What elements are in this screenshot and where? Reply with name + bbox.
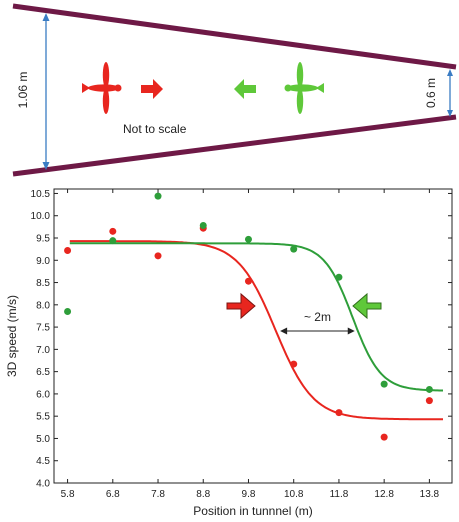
x-axis-label: Position in tunnnel (m) [193, 504, 312, 518]
y-tick-label: 4.5 [36, 456, 50, 467]
data-point-forward [244, 277, 252, 285]
data-point-forward [425, 397, 433, 405]
width-label: 1.06 m [16, 72, 30, 109]
data-point-forward [64, 246, 72, 254]
y-tick-label: 9.5 [36, 234, 50, 245]
x-tick-label: 9.8 [242, 489, 256, 500]
y-tick-label: 4.0 [36, 479, 50, 490]
data-point-forward [335, 409, 343, 417]
green-bird-icon [284, 62, 324, 114]
data-point-forward [109, 227, 117, 235]
data-point-backward [335, 273, 343, 281]
span-annotation-label: ~ 2m [304, 310, 331, 324]
data-point-backward [380, 380, 388, 388]
exit-arrowhead-bottom [447, 110, 453, 117]
x-tick-label: 11.8 [330, 489, 349, 500]
span-arrowhead-left [280, 327, 288, 335]
data-point-backward [244, 235, 252, 243]
fit-curves [69, 240, 443, 421]
y-axis-ticks: 4.0 4.5 5.0 5.5 6.0 6.5 7.0 7.5 8.0 8.5 9.0 9.5 10.0… [31, 189, 452, 490]
width-arrowhead-top [42, 13, 50, 21]
chart: 4.0 4.5 5.0 5.5 6.0 6.5 7.0 7.5 8.0 8.5 9.0 9.5 10.0… [5, 188, 453, 518]
data-point-backward [425, 385, 433, 393]
scale-note: Not to scale [123, 122, 187, 136]
tunnel-diagram: 1.06 m 0.6 m Not to scale [12, 3, 457, 177]
y-axis-label: 3D speed (m/s) [5, 295, 19, 377]
data-points [64, 192, 433, 441]
y-tick-label: 7.0 [36, 345, 50, 356]
x-tick-label: 12.8 [374, 489, 394, 500]
data-point-backward [154, 192, 162, 200]
x-tick-label: 5.8 [61, 489, 75, 500]
x-tick-label: 10.8 [284, 489, 304, 500]
data-point-backward [64, 308, 72, 315]
plot-frame [53, 188, 453, 484]
exit-label: 0.6 m [424, 78, 438, 108]
green-arrow-left-icon [234, 79, 256, 99]
data-point-forward [154, 252, 162, 260]
red-bird-icon [82, 62, 122, 114]
red-arrow-right-icon [141, 79, 163, 99]
y-tick-label: 5.5 [36, 412, 50, 423]
tunnel-wall-top [12, 3, 457, 70]
data-point-backward [290, 245, 298, 253]
x-tick-label: 13.8 [420, 489, 440, 500]
tunnel-wall-bottom [12, 114, 457, 177]
chart-green-arrow-left-icon [352, 292, 382, 320]
x-tick-label: 8.8 [196, 489, 210, 500]
x-tick-label: 6.8 [106, 489, 120, 500]
x-axis-ticks: 5.8 6.8 7.8 8.8 9.8 10.8 11.8 12.8 13.8 [61, 189, 440, 500]
width-arrowhead-bottom [42, 162, 50, 170]
y-tick-label: 9.0 [36, 256, 50, 267]
data-point-backward [199, 222, 207, 230]
y-tick-label: 10.0 [31, 211, 51, 222]
y-tick-label: 7.5 [36, 323, 50, 334]
y-tick-label: 10.5 [31, 189, 51, 200]
data-point-forward [380, 433, 388, 441]
x-tick-label: 7.8 [151, 489, 165, 500]
data-point-forward [290, 360, 298, 368]
chart-red-arrow-right-icon [226, 292, 256, 320]
data-point-backward [109, 237, 117, 245]
y-tick-label: 6.5 [36, 367, 50, 378]
y-tick-label: 8.0 [36, 300, 50, 311]
y-tick-label: 8.5 [36, 278, 50, 289]
y-tick-label: 6.0 [36, 389, 50, 400]
exit-arrowhead-top [447, 69, 453, 76]
y-tick-label: 5.0 [36, 434, 50, 445]
span-arrowhead-right [347, 327, 355, 335]
fit-curve-backward [69, 242, 443, 392]
fit-curve-forward [69, 240, 443, 421]
